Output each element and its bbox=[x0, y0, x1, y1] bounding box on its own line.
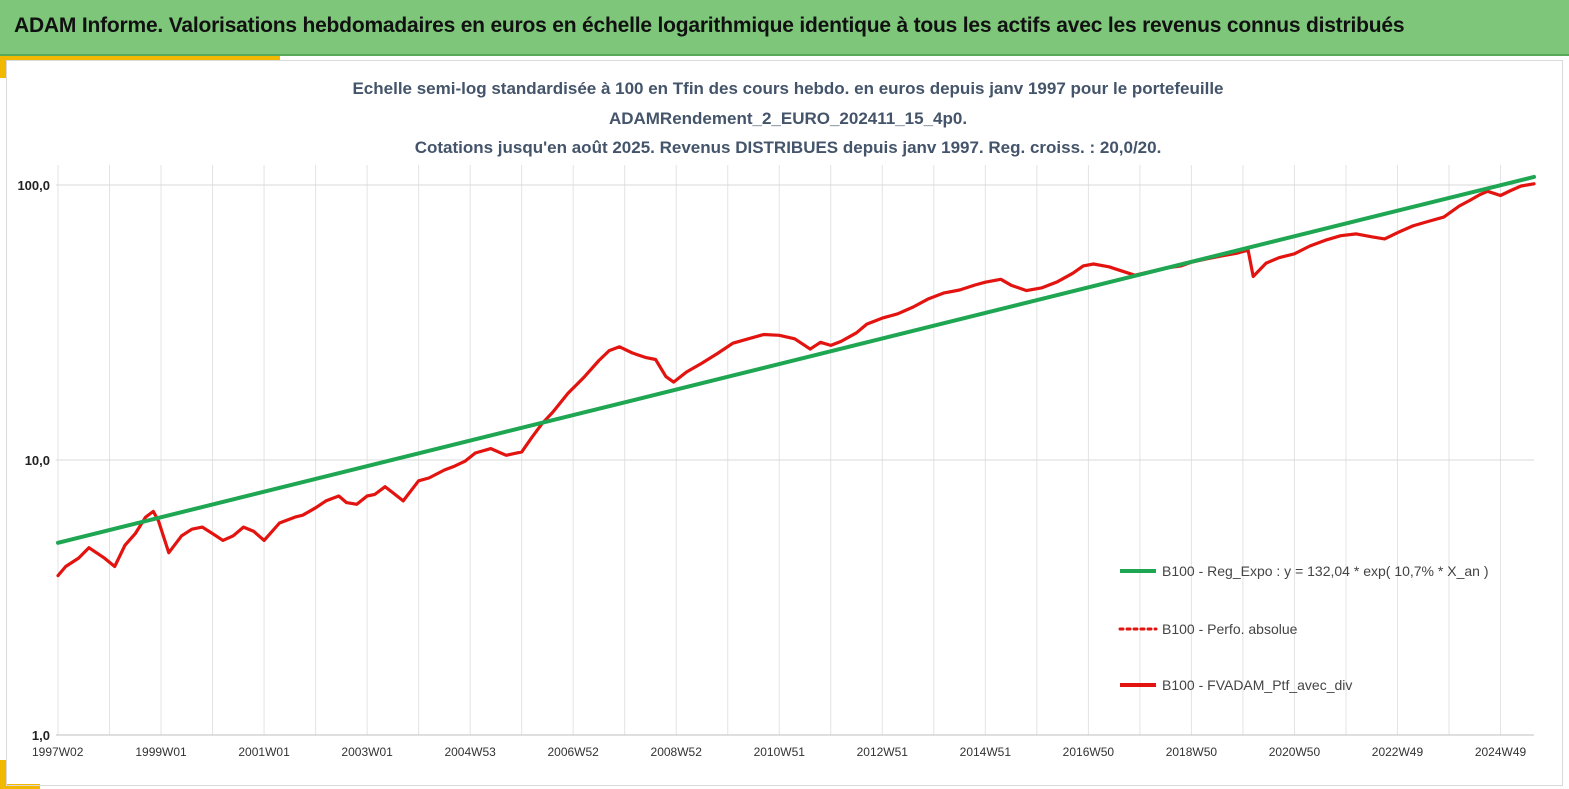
y-tick-label: 1,0 bbox=[32, 728, 50, 743]
accent-bar-top bbox=[0, 56, 280, 61]
x-tick-label: 2010W51 bbox=[754, 745, 806, 759]
x-tick-label: 2018W50 bbox=[1166, 745, 1218, 759]
x-tick-label: 2008W52 bbox=[651, 745, 703, 759]
legend-label-regression: B100 - Reg_Expo : y = 132,04 * exp( 10,7… bbox=[1162, 563, 1488, 579]
header-banner: ADAM Informe. Valorisations hebdomadaire… bbox=[0, 0, 1569, 56]
accent-bar-bottom bbox=[0, 760, 6, 789]
x-tick-label: 2004W53 bbox=[444, 745, 496, 759]
legend-label-perfo-absolue: B100 - Perfo. absolue bbox=[1162, 621, 1298, 637]
accent-bar-left bbox=[0, 56, 6, 78]
horizontal-gridlines bbox=[56, 184, 1534, 736]
x-axis-tick-labels: 1997W02 1999W01 2001W01 2003W01 2004W53 2006W… bbox=[32, 745, 1527, 759]
x-tick-label: 2006W52 bbox=[547, 745, 599, 759]
x-tick-label: 1997W02 bbox=[32, 745, 84, 759]
legend: B100 - Reg_Expo : y = 132,04 * exp( 10,7… bbox=[1118, 563, 1488, 693]
x-tick-label: 2024W49 bbox=[1475, 745, 1527, 759]
chart-title: Echelle semi-log standardisée à 100 en T… bbox=[352, 79, 1223, 157]
legend-label-portfolio: B100 - FVADAM_Ptf_avec_div bbox=[1162, 677, 1352, 693]
x-tick-label: 2014W51 bbox=[960, 745, 1012, 759]
chart-series bbox=[56, 174, 1536, 578]
y-tick-label: 10,0 bbox=[25, 453, 50, 468]
accent-bar-bottom-horizontal bbox=[0, 784, 40, 789]
x-tick-label: 2001W01 bbox=[238, 745, 290, 759]
chart-title-line-2: ADAMRendement_2_EURO_202411_15_4p0. bbox=[609, 109, 967, 128]
y-tick-label: 100,0 bbox=[17, 178, 50, 193]
x-tick-label: 2020W50 bbox=[1269, 745, 1321, 759]
chart-frame bbox=[6, 60, 1563, 786]
x-tick-label: 2012W51 bbox=[857, 745, 909, 759]
x-tick-label: 2016W50 bbox=[1063, 745, 1115, 759]
series-line-regression bbox=[56, 174, 1536, 545]
chart-title-line-1: Echelle semi-log standardisée à 100 en T… bbox=[352, 79, 1223, 98]
banner-title: ADAM Informe. Valorisations hebdomadaire… bbox=[14, 14, 1405, 37]
x-tick-label: 1999W01 bbox=[135, 745, 187, 759]
y-axis-tick-labels: 1,0 10,0 100,0 bbox=[17, 178, 50, 743]
x-tick-label: 2022W49 bbox=[1372, 745, 1424, 759]
x-tick-label: 2003W01 bbox=[341, 745, 393, 759]
series-line-portfolio bbox=[56, 182, 1536, 578]
chart-title-line-3: Cotations jusqu'en août 2025. Revenus DI… bbox=[415, 138, 1162, 157]
vertical-gridlines bbox=[57, 165, 1502, 735]
